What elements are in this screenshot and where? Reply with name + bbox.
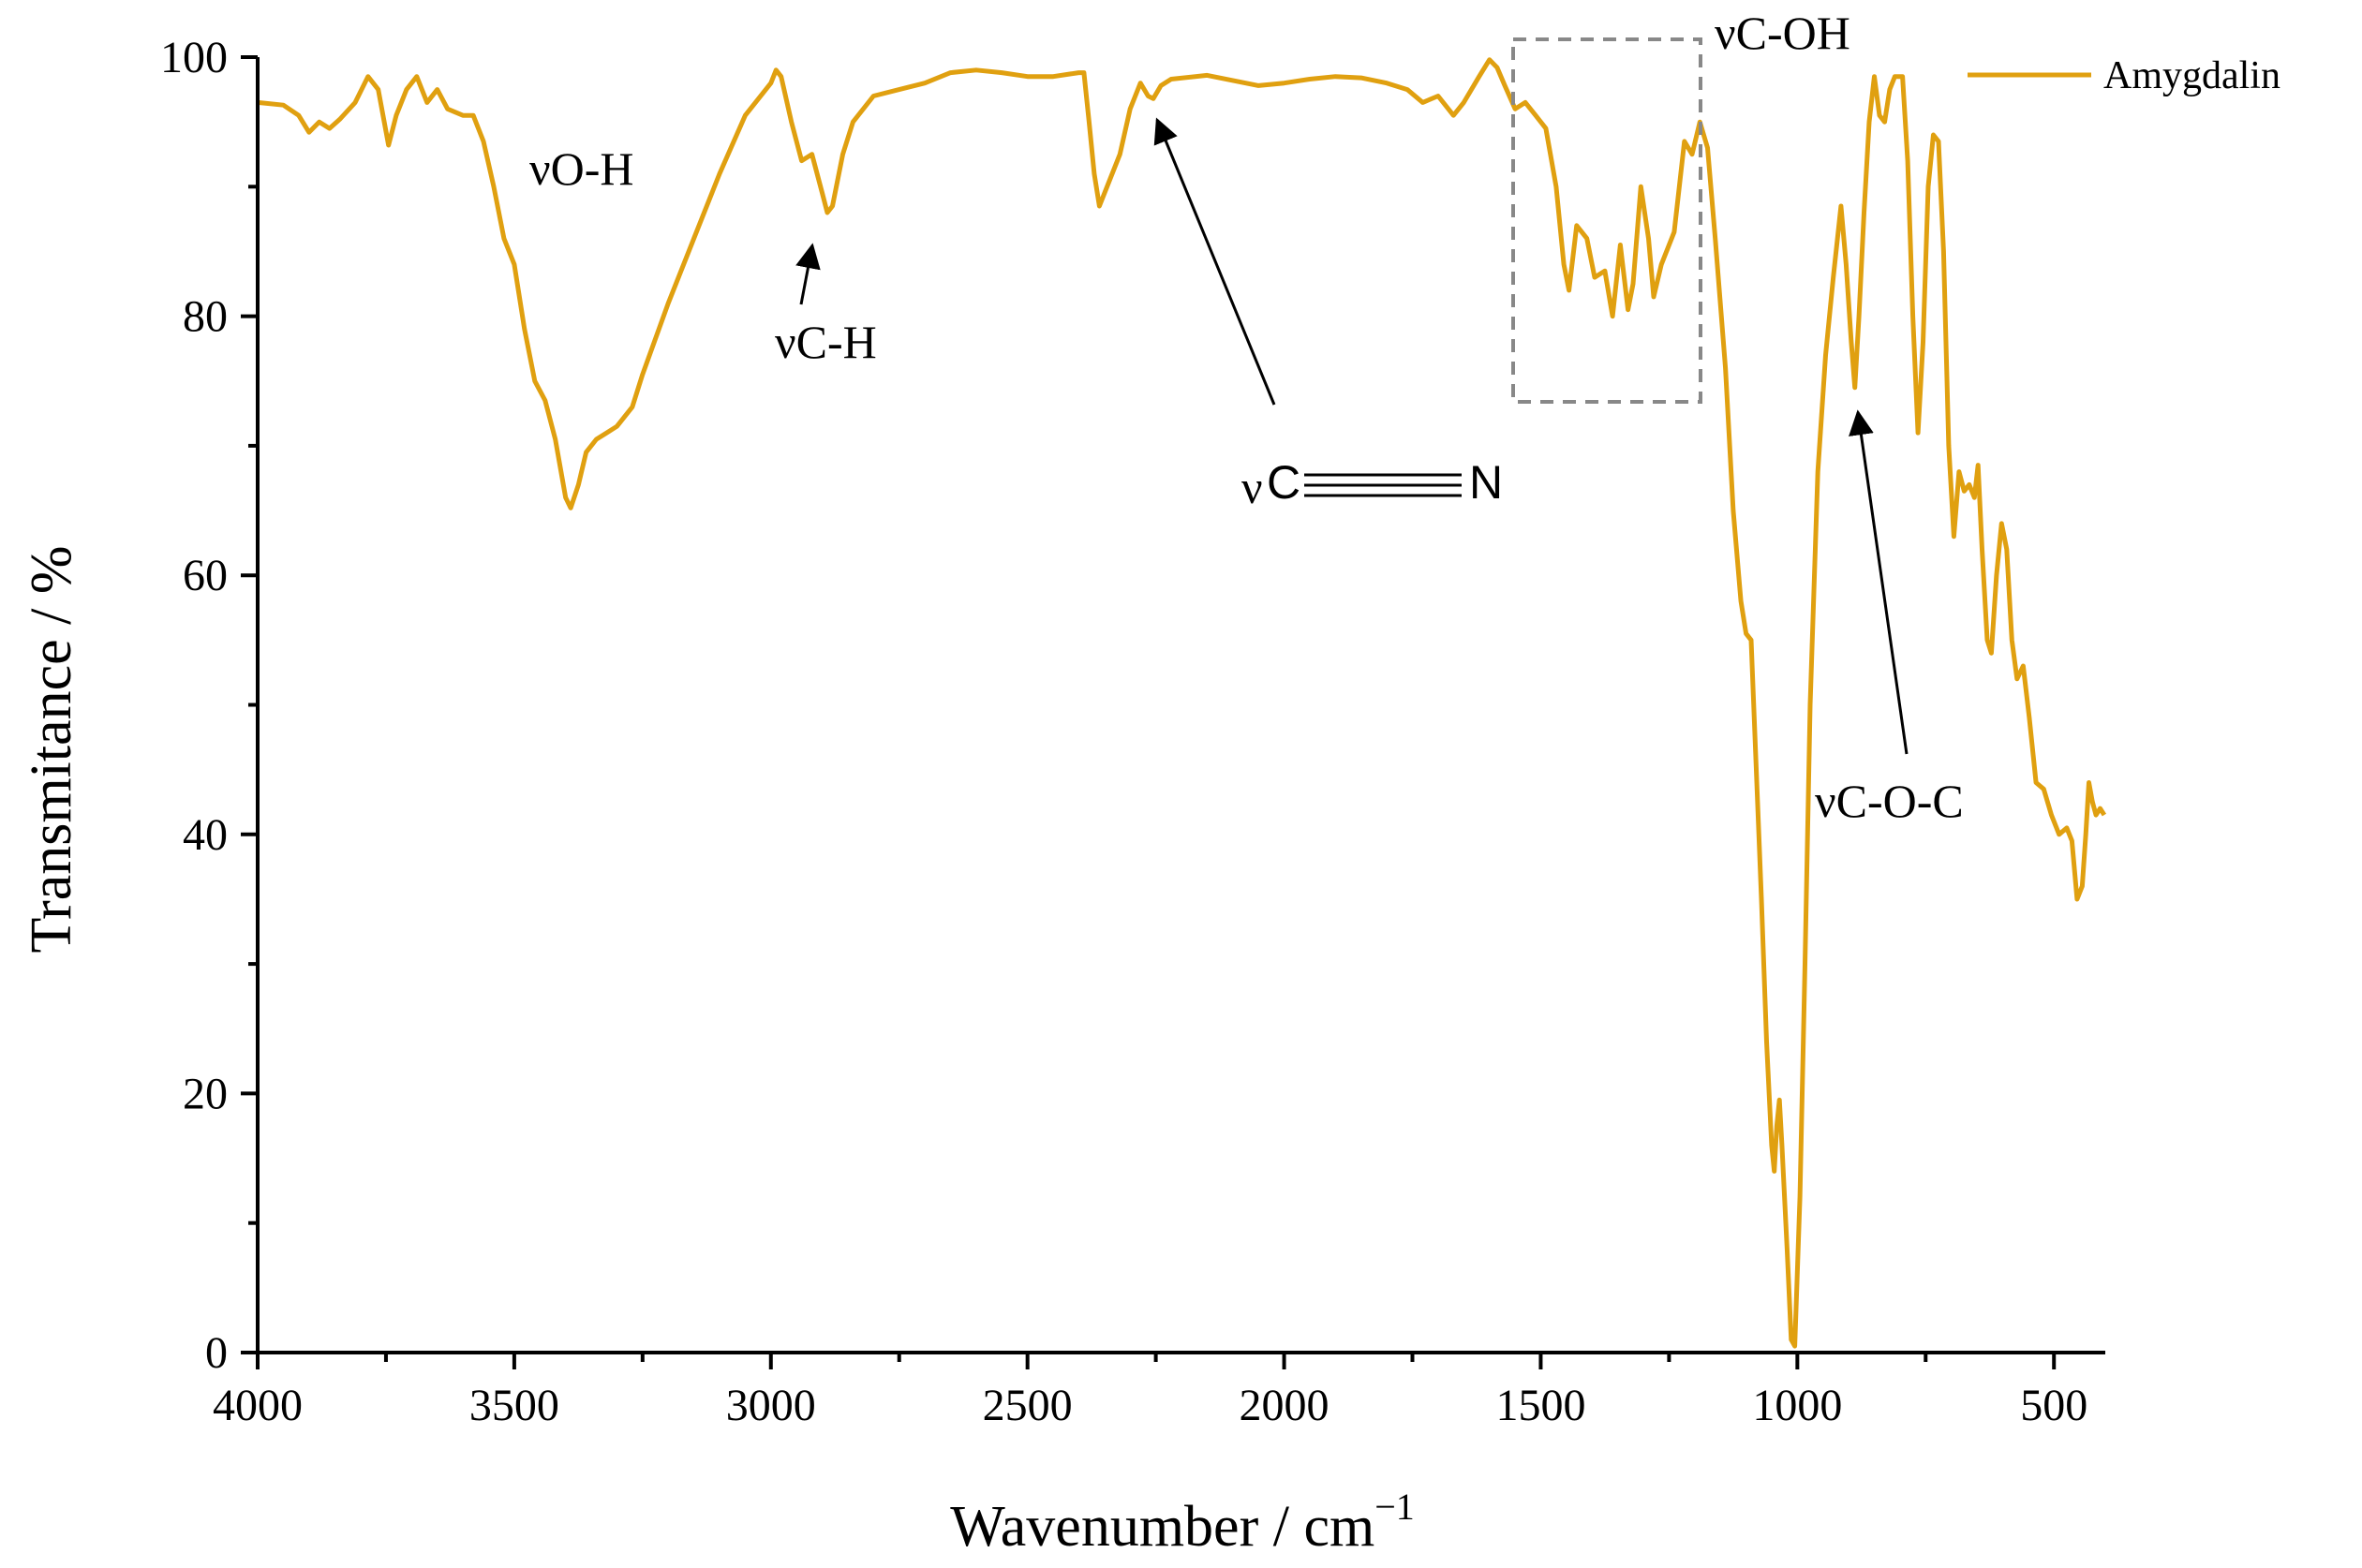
series-line-amygdalin [257,57,2107,1349]
annotation-ch: νC-H [775,316,877,368]
y-tick-label: 40 [183,810,228,860]
x-tick-label: 2500 [983,1381,1073,1430]
x-tick-label: 4000 [213,1381,303,1430]
legend-label: Amygdalin [2103,54,2280,97]
annotation-coc: νC-O-C [1815,775,1964,827]
nitrile-n: N [1469,456,1503,509]
legend: Amygdalin [1968,54,2280,97]
y-tick-label: 0 [205,1328,228,1378]
arrow-nitrile [1153,117,1276,406]
arrow-ch [795,243,821,305]
nitrile-c: C [1267,456,1300,509]
nitrile-nu: ν [1241,461,1263,513]
y-tick-label: 20 [183,1069,228,1118]
x-tick-label: 1000 [1752,1381,1842,1430]
highlight-box [1511,37,1702,404]
annotation-c-oh: νC-OH [1715,7,1850,59]
arrow-coc [1849,409,1909,755]
x-tick-label: 3000 [726,1381,816,1430]
y-tick-label: 100 [160,33,228,82]
x-tick-label: 3500 [469,1381,559,1430]
x-tick-label: 1500 [1495,1381,1585,1430]
x-tick-label: 500 [2020,1381,2087,1430]
x-axis-title: Wavenumber / cm−1 [950,1486,1415,1559]
y-axis-title: Transmitance / % [20,545,83,953]
annotation-oh: νO-H [529,142,633,195]
y-tick-label: 60 [183,551,228,600]
annotation-nitrile: ν C N [1241,456,1503,513]
y-tick-label: 80 [183,292,228,342]
x-tick-label: 2000 [1240,1381,1330,1430]
